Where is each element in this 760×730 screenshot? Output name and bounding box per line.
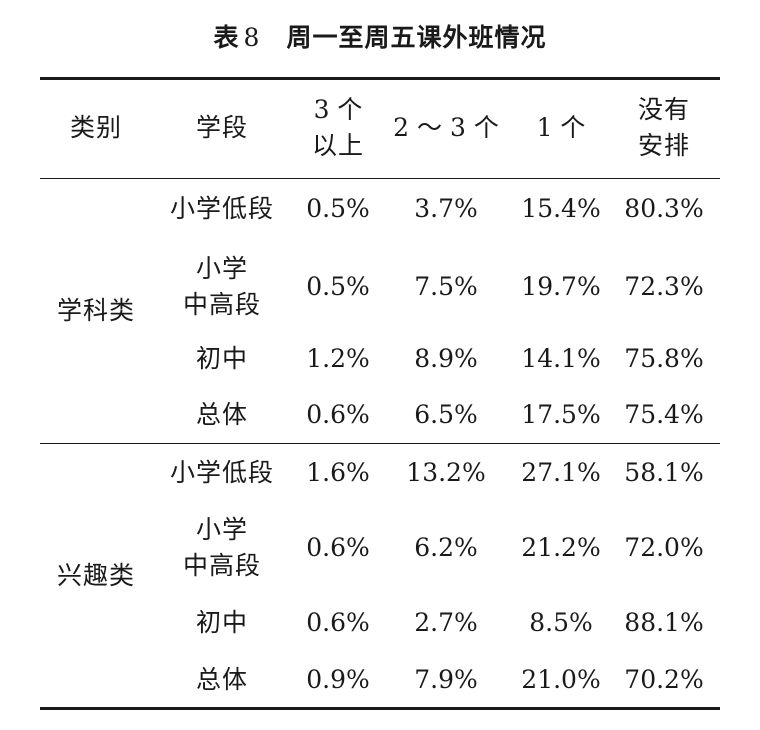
table-cell-1: 14.1% <box>521 344 601 373</box>
table-cell-2to3: 8.9% <box>414 344 478 373</box>
table-cell-2to3: 7.9% <box>414 665 478 694</box>
table-cell-2to3: 13.2% <box>406 458 486 487</box>
caption-label: 表 <box>213 23 240 52</box>
table-cell-1: 15.4% <box>521 194 601 223</box>
table-row-stage-line2: 中高段 <box>182 290 262 319</box>
table-cell-3plus: 0.6% <box>306 608 370 637</box>
group-label-academic: 学科类 <box>56 296 136 325</box>
header-1: 1 个 <box>536 113 586 142</box>
table-row-stage: 小学 中高段 <box>183 251 261 323</box>
table-cell-none: 72.3% <box>624 272 704 301</box>
table-cell-none: 75.4% <box>624 400 704 429</box>
table-cell-2to3: 7.5% <box>414 272 478 301</box>
table-cell-3plus: 0.6% <box>306 400 370 429</box>
header-none: 没有 安排 <box>638 92 690 164</box>
table-row-stage: 总体 <box>195 665 249 694</box>
table-caption: 表 8 周一至周五课外班情况 <box>0 18 760 54</box>
table-row-stage-line1: 小学 <box>195 254 249 283</box>
header-rule <box>40 178 720 179</box>
table-cell-1: 19.7% <box>521 272 601 301</box>
table-cell-2to3: 3.7% <box>414 194 478 223</box>
table-cell-3plus: 0.5% <box>306 194 370 223</box>
table-cell-3plus: 0.9% <box>306 665 370 694</box>
table-cell-none: 70.2% <box>624 665 704 694</box>
table-row-stage-line2: 中高段 <box>182 551 262 580</box>
header-3plus-line1: 3 个 <box>313 95 363 124</box>
header-none-line2: 安排 <box>637 131 691 160</box>
table-cell-2to3: 6.2% <box>414 533 478 562</box>
table-cell-3plus: 0.5% <box>306 272 370 301</box>
table-cell-1: 17.5% <box>521 400 601 429</box>
table-cell-1: 21.0% <box>521 665 601 694</box>
table-cell-2to3: 6.5% <box>414 400 478 429</box>
header-none-line1: 没有 <box>637 95 691 124</box>
table-row-stage-line1: 小学 <box>195 515 249 544</box>
table-row-stage: 小学低段 <box>169 194 275 223</box>
table-cell-3plus: 0.6% <box>306 533 370 562</box>
table-cell-1: 8.5% <box>529 608 593 637</box>
group-divider-rule <box>40 443 720 444</box>
bottom-rule <box>40 707 720 710</box>
table-row-stage: 初中 <box>195 608 249 637</box>
table-row-stage: 总体 <box>195 400 249 429</box>
table-cell-none: 58.1% <box>624 458 704 487</box>
header-2to3: 2 ～ 3 个 <box>393 113 499 142</box>
caption-title: 周一至周五课外班情况 <box>286 23 547 52</box>
table-cell-none: 88.1% <box>624 608 704 637</box>
table-row-stage: 小学低段 <box>169 458 275 487</box>
table-cell-1: 21.2% <box>521 533 601 562</box>
table-cell-none: 72.0% <box>624 533 704 562</box>
header-3plus: 3 个 以上 <box>312 92 364 164</box>
table-cell-none: 80.3% <box>624 194 704 223</box>
header-stage: 学段 <box>195 113 249 142</box>
header-category: 类别 <box>69 113 123 142</box>
table-cell-1: 27.1% <box>521 458 601 487</box>
header-3plus-line2: 以上 <box>311 131 365 160</box>
top-rule <box>40 77 720 80</box>
table-cell-none: 75.8% <box>624 344 704 373</box>
group-label-interest: 兴趣类 <box>56 561 136 590</box>
table-row-stage: 小学 中高段 <box>183 512 261 584</box>
table-cell-3plus: 1.6% <box>306 458 370 487</box>
caption-number: 8 <box>243 23 261 52</box>
table-cell-3plus: 1.2% <box>306 344 370 373</box>
table-cell-2to3: 2.7% <box>414 608 478 637</box>
table-row-stage: 初中 <box>195 344 249 373</box>
